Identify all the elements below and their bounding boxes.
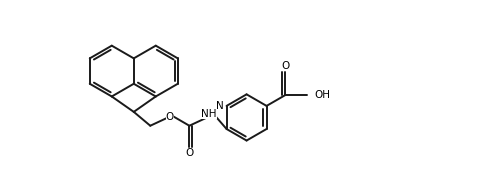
Text: O: O	[166, 112, 174, 122]
Text: O: O	[185, 149, 194, 158]
Text: O: O	[281, 61, 289, 71]
Text: N: N	[216, 101, 224, 111]
Text: NH: NH	[201, 109, 217, 119]
Text: OH: OH	[315, 90, 331, 100]
